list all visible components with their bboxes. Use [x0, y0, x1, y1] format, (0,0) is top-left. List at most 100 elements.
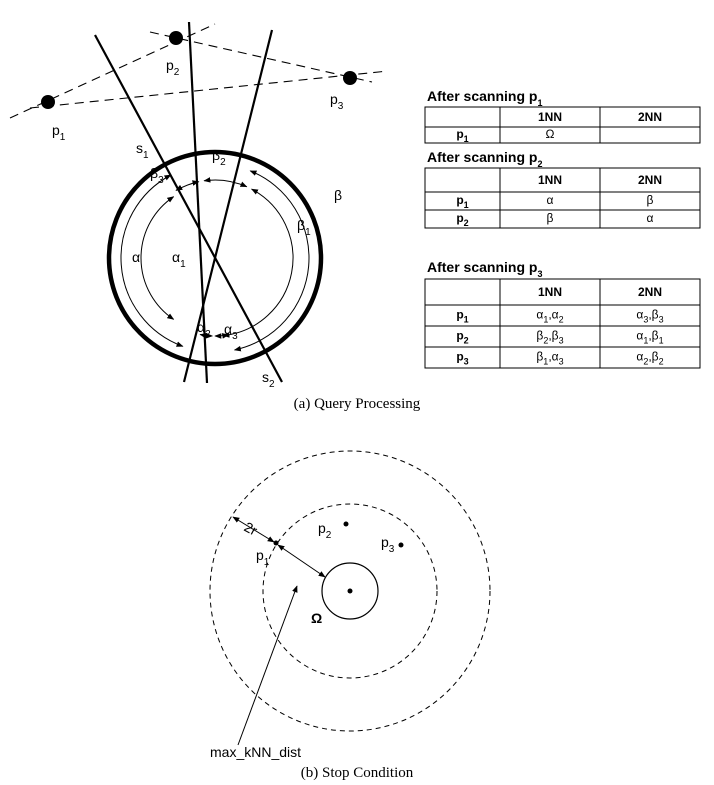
point-label: p3 [381, 534, 395, 555]
text-part: α [647, 211, 654, 225]
row-label: p3 [456, 350, 468, 367]
angle-arc [140, 196, 175, 320]
text-part: β [536, 329, 543, 343]
text-part: 2 [269, 379, 275, 390]
point-label: p3 [330, 91, 344, 112]
text-part: 3 [389, 544, 395, 555]
text-part: α [132, 249, 140, 265]
angle-label: β [334, 187, 342, 203]
angle-arc [222, 188, 294, 338]
text-part: p [456, 329, 463, 343]
table-cell: α2,β2 [636, 350, 663, 367]
point-label: p1 [256, 547, 270, 568]
text-part: 2 [464, 218, 469, 228]
angle-arc [214, 333, 230, 339]
text-part: After scanning p [427, 149, 537, 165]
text-part: s [136, 140, 143, 156]
distance-arrow [232, 516, 275, 543]
text-part: α [636, 350, 643, 364]
table-frame [424, 278, 701, 369]
table-cell: α1,α2 [536, 308, 563, 325]
angle-arc [175, 180, 200, 191]
text-part: ,β [648, 308, 658, 322]
scan-line [187, 21, 209, 384]
text-part: 2 [643, 357, 648, 367]
text-part: p [330, 91, 338, 107]
row-label: p2 [456, 211, 468, 228]
text-part: α [536, 308, 543, 322]
text-part: 3 [464, 357, 469, 367]
text-part: ,β [548, 329, 558, 343]
table-cell: α1,β1 [636, 329, 663, 346]
text-part: 3 [643, 315, 648, 325]
text-part: 2 [559, 315, 564, 325]
angle-label: α1 [172, 249, 186, 270]
text-part: α [197, 319, 205, 335]
text-part: ,α [548, 308, 558, 322]
table-cell: β [547, 211, 554, 225]
caption: (b) Stop Condition [301, 765, 414, 781]
text-part: 3 [659, 315, 664, 325]
angle-label: α [132, 249, 140, 265]
point [169, 31, 183, 45]
angle-label: α3 [224, 321, 238, 342]
table-header: 2NN [638, 173, 662, 187]
text-part: β [297, 217, 305, 233]
text-part: After scanning p [427, 259, 537, 275]
text-part: 1 [143, 150, 149, 161]
text-part: β [647, 193, 654, 207]
text-part: α [636, 329, 643, 343]
table-title: After scanning p3 [427, 259, 542, 279]
row-label: p1 [456, 127, 468, 144]
caption: (a) Query Processing [294, 396, 421, 412]
text-part: 3 [338, 101, 344, 112]
text-part: α [636, 308, 643, 322]
point [41, 95, 55, 109]
angle-arc [199, 332, 213, 339]
table-cell: β1,α3 [536, 350, 563, 367]
text-part: β [547, 211, 554, 225]
line-label: s2 [262, 369, 275, 390]
table-title: After scanning p1 [427, 88, 542, 108]
text-part: 1 [264, 557, 270, 568]
text-part: Ω [546, 127, 555, 141]
text-part: α [172, 249, 180, 265]
text-part: 2 [543, 336, 548, 346]
text-part: 1 [543, 315, 548, 325]
point [343, 521, 349, 527]
table-title: After scanning p2 [427, 149, 542, 169]
point-label: p2 [166, 57, 180, 78]
table-cell: β2,β3 [536, 329, 563, 346]
line-label: s1 [136, 140, 149, 161]
text-part: 2 [205, 329, 211, 340]
text-part: β [334, 187, 342, 203]
point [343, 71, 357, 85]
dashed-line [9, 23, 216, 119]
text-part: 3 [537, 269, 542, 279]
text-part: 1 [464, 200, 469, 210]
table-header: 1NN [538, 173, 562, 187]
text-part: 1 [305, 227, 311, 238]
region-circle [106, 149, 324, 367]
table-frame [424, 167, 701, 229]
text-part: β [212, 147, 220, 163]
text-part: p [52, 122, 60, 138]
point [273, 540, 279, 546]
table-cell: α [647, 211, 654, 225]
text-part: p [381, 534, 389, 550]
text-part: 2 [537, 159, 542, 169]
text-part: p [456, 211, 463, 225]
text-part: 2 [220, 157, 226, 168]
outer-dashed-circle [209, 450, 491, 732]
text-part: p [318, 520, 326, 536]
angle-label: α2 [197, 319, 211, 340]
text-part: p [256, 547, 264, 563]
inner-dashed-circle [262, 503, 438, 679]
dashed-line [149, 31, 373, 83]
table-header: 2NN [638, 110, 662, 124]
angle-arc [203, 177, 248, 188]
text-part: 3 [158, 175, 164, 186]
pointer-label: max_kNN_dist [210, 744, 301, 760]
angle-arc [233, 170, 310, 352]
